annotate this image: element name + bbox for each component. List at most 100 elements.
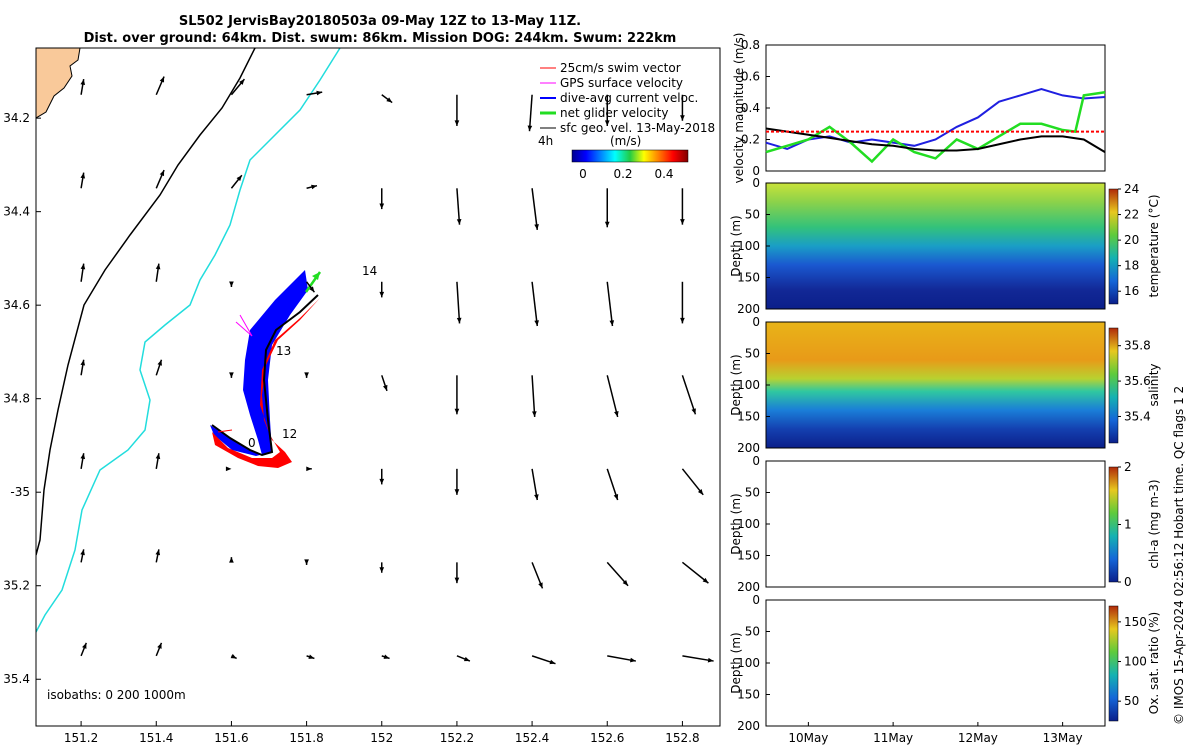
oxygen-colorbar-ticks: 50 100 150 bbox=[1118, 615, 1147, 708]
map-xtick-label: 151.8 bbox=[289, 731, 323, 745]
depth-tick-label: 50 bbox=[745, 486, 760, 500]
day-label-14: 14 bbox=[362, 264, 377, 278]
map-xtick-label: 152.4 bbox=[515, 731, 549, 745]
velocity-vector-head bbox=[304, 559, 309, 565]
velocity-vector-head bbox=[604, 221, 610, 228]
depth-tick-label: 200 bbox=[737, 441, 760, 455]
velocity-vector-head bbox=[239, 79, 245, 85]
velocity-ytick-label: 0.2 bbox=[741, 133, 760, 147]
chl-clabel: chl-a (mg m-3) bbox=[1147, 479, 1161, 568]
velocity-vector-head bbox=[80, 453, 86, 460]
velocity-vector-head bbox=[622, 580, 629, 586]
velocity-ytick-label: 0.4 bbox=[741, 101, 760, 115]
colorbar-tick-0.2: 0.2 bbox=[613, 167, 632, 181]
map-ytick-label: 34.8 bbox=[3, 392, 30, 406]
velocity-vector-head bbox=[629, 657, 636, 663]
velocity-vector-head bbox=[707, 657, 714, 663]
colorbar-tick-label: 0 bbox=[1124, 575, 1132, 589]
velocity-vector-head bbox=[309, 286, 315, 293]
chl-colorbar bbox=[1108, 466, 1119, 583]
depth-tick-label: 200 bbox=[737, 580, 760, 594]
map-xtick-label: 152.6 bbox=[590, 731, 624, 745]
colorbar-tick-label: 150 bbox=[1124, 615, 1147, 629]
velocity-series-line bbox=[765, 91, 1106, 164]
map-panel: SL502 JervisBay20180503a 09-May 12Z to 1… bbox=[3, 14, 721, 745]
velocity-vector-head bbox=[454, 408, 460, 415]
velocity-vector bbox=[456, 281, 461, 324]
colorbar-tick-label: 24 bbox=[1124, 182, 1139, 196]
velocity-vector-head bbox=[456, 218, 462, 225]
velocity-vector-head bbox=[538, 582, 543, 589]
colorbar-tick-label: 35.8 bbox=[1124, 339, 1151, 353]
map-xtick-label: 151.2 bbox=[64, 731, 98, 745]
map-ytick-label: -35 bbox=[10, 485, 30, 499]
colorbar-tick-label: 35.6 bbox=[1124, 374, 1151, 388]
velocity-vector-head bbox=[80, 359, 86, 366]
chl-y-ticks: 0 50 100 150 200 bbox=[737, 454, 770, 594]
velocity-vector bbox=[606, 281, 614, 327]
velocity-y-ticks: 0 0.2 0.4 0.6 0.8 bbox=[741, 38, 770, 178]
oxygen-y-ticks: 0 50 100 150 200 bbox=[737, 593, 770, 733]
velocity-vector-head bbox=[229, 372, 234, 378]
oxygen-clabel: Ox. sat. ratio (%) bbox=[1147, 612, 1161, 714]
colorbar-tick-label: 35.4 bbox=[1124, 409, 1151, 423]
velocity-vector-head bbox=[229, 281, 234, 287]
velocity-vector-head bbox=[157, 642, 162, 649]
salinity-clabel: salinity bbox=[1147, 363, 1161, 406]
map-ytick-label: 34.2 bbox=[3, 111, 30, 125]
depth-tick-label: 150 bbox=[737, 688, 760, 702]
colorbar-tick-0: 0 bbox=[579, 167, 587, 181]
isobath-label: isobaths: 0 200 1000m bbox=[47, 688, 186, 702]
velocity-vector bbox=[606, 375, 619, 418]
velocity-vector-head bbox=[159, 170, 165, 177]
temperature-ylabel: Depth (m) bbox=[729, 215, 743, 276]
temperature-heatmap bbox=[766, 183, 1105, 309]
map-legend: 25cm/s swim vector GPS surface velocity … bbox=[538, 61, 715, 181]
depth-tick-label: 50 bbox=[745, 208, 760, 222]
velocity-vector-head bbox=[609, 320, 615, 326]
depth-tick-label: 100 bbox=[737, 239, 760, 253]
salinity-y-ticks: 0 50 100 150 200 bbox=[737, 315, 770, 455]
colorbar-tick-label: 16 bbox=[1124, 284, 1139, 298]
map-xtick-label: 152 bbox=[370, 731, 393, 745]
day-label-0: 0 bbox=[248, 436, 256, 450]
velocity-ylabel: velocity magnitude (m/s) bbox=[732, 33, 746, 184]
velocity-colorbar bbox=[571, 149, 689, 163]
velocity-vector-head bbox=[230, 653, 237, 659]
day-tick-label: 11May bbox=[873, 731, 913, 745]
velocity-vector-head bbox=[680, 115, 685, 121]
velocity-vector-head bbox=[379, 291, 385, 298]
velocity-vector-head bbox=[454, 120, 460, 126]
depth-tick-label: 100 bbox=[737, 517, 760, 531]
gps-surface-velocity-arrow-2 bbox=[235, 321, 253, 337]
velocity-vector bbox=[528, 94, 533, 132]
velocity-vector-head bbox=[614, 410, 619, 417]
map-xtick-label: 152.2 bbox=[440, 731, 474, 745]
depth-tick-label: 100 bbox=[737, 656, 760, 670]
velocity-vector-head bbox=[311, 184, 317, 190]
velocity-vector-head bbox=[680, 219, 685, 225]
velocity-vector-head bbox=[534, 320, 539, 326]
glider-track bbox=[211, 294, 319, 457]
chl-axes-box bbox=[765, 460, 1106, 588]
map-title-line1: SL502 JervisBay20180503a 09-May 12Z to 1… bbox=[179, 14, 581, 29]
velocity-vector-head bbox=[225, 466, 232, 472]
velocity-vector-head bbox=[80, 172, 86, 179]
map-ytick-label: 35.4 bbox=[3, 672, 30, 686]
velocity-series-line bbox=[765, 127, 1106, 153]
day-label-12: 12 bbox=[282, 427, 297, 441]
velocity-vector-head bbox=[463, 656, 470, 662]
depth-tick-label: 150 bbox=[737, 271, 760, 285]
velocity-vector-head bbox=[604, 120, 610, 126]
temperature-y-ticks: 0 50 100 150 200 bbox=[737, 176, 770, 316]
colorbar-unit: (m/s) bbox=[610, 134, 641, 148]
salinity-colorbar-ticks: 35.4 35.6 35.8 bbox=[1118, 339, 1151, 423]
swim-vector-arrow bbox=[217, 429, 233, 433]
map-ytick-label: 34.6 bbox=[3, 298, 30, 312]
day-tick-label: 12May bbox=[958, 731, 998, 745]
oxygen-ylabel: Depth (m) bbox=[729, 632, 743, 693]
velocity-vector-head bbox=[702, 577, 709, 584]
velocity-vector-head bbox=[527, 125, 533, 132]
velocity-vector-head bbox=[80, 263, 86, 270]
